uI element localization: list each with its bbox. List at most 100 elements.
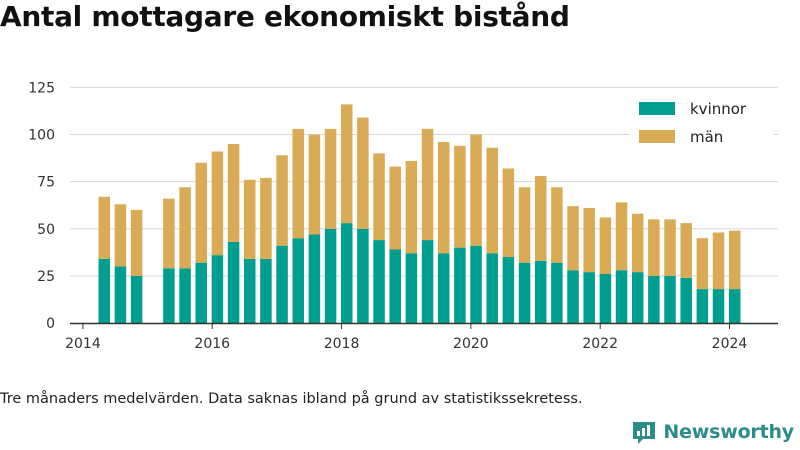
page-title: Antal mottagare ekonomiskt bistånd — [0, 0, 570, 33]
bar-kvinnor — [502, 257, 515, 323]
bar-kvinnor — [276, 245, 288, 323]
bar-man — [276, 155, 288, 246]
bar-man — [583, 208, 595, 273]
y-tick-label: 50 — [37, 222, 55, 238]
bar-man — [292, 128, 304, 239]
bar-man — [179, 187, 191, 269]
bar-man — [615, 202, 628, 271]
legend-label-man: män — [690, 128, 723, 146]
bar-kvinnor — [260, 258, 272, 323]
newsworthy-logo-icon — [633, 422, 656, 444]
legend-swatch-man — [639, 130, 675, 143]
bar-kvinnor — [712, 289, 725, 323]
bar-man — [227, 143, 240, 242]
bar-kvinnor — [551, 262, 563, 323]
bar-kvinnor — [421, 240, 434, 323]
bar-man — [728, 230, 741, 290]
bar-kvinnor — [340, 223, 353, 323]
x-tick-label: 2014 — [65, 336, 101, 352]
bar-kvinnor — [243, 258, 256, 323]
bar-man — [340, 104, 353, 224]
legend: kvinnor män — [630, 91, 774, 157]
bar-kvinnor — [437, 253, 450, 323]
x-tick-label: 2020 — [453, 336, 489, 352]
bar-man — [308, 134, 321, 235]
bar-man — [470, 134, 482, 246]
x-tick-label: 2022 — [582, 336, 618, 352]
x-tick-label: 2024 — [712, 336, 748, 352]
bar-kvinnor — [664, 275, 676, 323]
bar-kvinnor — [114, 266, 127, 323]
bar-man — [195, 162, 208, 263]
bar-kvinnor — [211, 255, 224, 323]
brand-name: Newsworthy — [663, 421, 794, 443]
bar-kvinnor — [405, 253, 418, 323]
bar-kvinnor — [227, 241, 240, 323]
bar-man — [631, 213, 644, 273]
bar-kvinnor — [631, 272, 644, 323]
bar-man — [114, 204, 127, 267]
footnote: Tre månaders medelvärden. Data saknas ib… — [0, 391, 583, 407]
bars — [98, 104, 741, 323]
bar-kvinnor — [648, 275, 660, 323]
bar-man — [551, 187, 563, 263]
bar-kvinnor — [728, 289, 741, 323]
bar-kvinnor — [599, 274, 612, 323]
bar-man — [243, 179, 256, 259]
bar-kvinnor — [292, 238, 304, 323]
bar-kvinnor — [163, 268, 175, 323]
bar-man — [454, 145, 466, 248]
bar-kvinnor — [130, 275, 143, 323]
bar-man — [518, 187, 531, 263]
bar-kvinnor — [534, 260, 547, 323]
stacked-bar-chart: 0 25 50 75 100 125 2014 2016 2018 2020 2022 2024 k… — [28, 80, 778, 352]
bar-man — [130, 209, 143, 276]
y-tick-label: 0 — [46, 316, 55, 332]
bar-kvinnor — [696, 289, 709, 323]
bar-man — [696, 238, 709, 290]
bar-kvinnor — [567, 270, 579, 323]
bar-man — [680, 223, 692, 278]
bar-man — [437, 142, 450, 254]
bar-man — [486, 147, 498, 254]
bar-man — [567, 206, 579, 271]
bar-kvinnor — [324, 228, 337, 323]
bar-man — [648, 219, 660, 276]
bar-man — [664, 219, 676, 276]
bar-man — [211, 151, 224, 256]
bar-kvinnor — [357, 228, 369, 323]
bar-kvinnor — [454, 247, 466, 323]
bar-man — [357, 117, 369, 229]
bar-kvinnor — [373, 240, 385, 323]
bar-kvinnor — [486, 253, 498, 323]
bar-man — [502, 168, 515, 258]
y-tick-label: 25 — [37, 269, 55, 285]
x-tick-label: 2016 — [194, 336, 230, 352]
bar-kvinnor — [518, 262, 531, 323]
bar-kvinnor — [615, 270, 628, 323]
bar-kvinnor — [195, 262, 208, 323]
bar-kvinnor — [583, 272, 595, 323]
y-tick-label: 75 — [37, 175, 55, 191]
bar-man — [534, 176, 547, 261]
y-tick-label: 125 — [28, 80, 55, 96]
bar-man — [599, 217, 612, 274]
x-axis-ticks: 2014 2016 2018 2020 2022 2024 — [65, 323, 747, 352]
bar-man — [421, 128, 434, 241]
brand-logo: Newsworthy — [631, 419, 794, 445]
bar-man — [98, 196, 111, 259]
bar-kvinnor — [179, 268, 191, 323]
legend-swatch-kvinnor — [639, 102, 675, 115]
bar-kvinnor — [470, 245, 482, 323]
bar-kvinnor — [98, 258, 111, 323]
bar-kvinnor — [389, 249, 401, 323]
legend-label-kvinnor: kvinnor — [690, 100, 747, 118]
y-tick-label: 100 — [28, 128, 55, 144]
bar-man — [260, 177, 272, 259]
bar-man — [712, 232, 725, 290]
bar-man — [389, 166, 401, 250]
bar-man — [373, 153, 385, 241]
bar-kvinnor — [308, 234, 321, 323]
bar-man — [405, 160, 418, 254]
bar-man — [324, 128, 337, 229]
